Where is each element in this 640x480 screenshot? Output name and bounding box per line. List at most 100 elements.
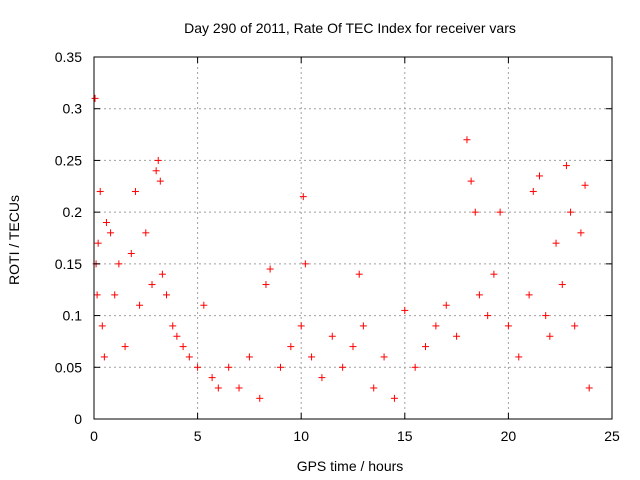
data-point [225,363,233,371]
data-point [136,301,144,309]
data-point [496,208,504,216]
y-tick-label: 0.35 [55,49,82,65]
data-point [577,229,585,237]
data-point [287,343,295,351]
data-point [359,322,367,330]
data-point [490,270,498,278]
data-point [98,322,106,330]
data-point [567,208,575,216]
data-point [245,353,253,361]
data-point [546,332,554,340]
x-tick-label: 0 [90,428,98,444]
data-point [266,265,274,273]
data-point [256,394,264,402]
data-point [121,343,129,351]
x-tick-label: 10 [293,428,309,444]
data-point [529,187,537,195]
data-point [185,353,193,361]
y-tick-label: 0.2 [63,204,83,220]
data-point [467,177,475,185]
data-point [200,301,208,309]
data-point [355,270,363,278]
data-point [401,306,409,314]
data-point [156,177,164,185]
data-point [339,363,347,371]
grid-lines [94,57,612,419]
data-point [585,384,593,392]
data-point [558,281,566,289]
data-point [475,291,483,299]
data-point [163,291,171,299]
data-point [158,270,166,278]
data-point [208,374,216,382]
y-tick-label: 0.25 [55,152,82,168]
y-tick-label: 0.3 [63,101,83,117]
data-points [91,94,593,402]
data-point [432,322,440,330]
data-point [411,363,419,371]
data-point [276,363,284,371]
y-tick-label: 0.15 [55,256,82,272]
data-point [262,281,270,289]
data-point [390,394,398,402]
y-axis-label: ROTI / TECUs [6,195,22,285]
data-point [100,353,108,361]
data-point [179,343,187,351]
data-point [308,353,316,361]
data-point [471,208,479,216]
data-point [94,239,102,247]
data-point [562,162,570,170]
data-point [571,322,579,330]
data-point [93,291,101,299]
data-point [552,239,560,247]
data-point [214,384,222,392]
chart-title: Day 290 of 2011, Rate Of TEC Index for r… [184,20,516,36]
data-point [542,312,550,320]
plot-frame [93,56,613,420]
x-axis-label: GPS time / hours [297,458,404,474]
y-tick-label: 0.05 [55,359,82,375]
data-point [102,218,110,226]
data-point [127,250,135,258]
data-point [349,343,357,351]
data-point [581,181,589,189]
data-point [173,332,181,340]
data-point [484,312,492,320]
tick-labels: 0 5 10 15 20 25 0 0.05 0.1 0.15 0.2 0.25 0.3 0.35 [55,49,620,444]
data-point [504,322,512,330]
data-point [107,229,115,237]
data-point [111,291,119,299]
x-tick-label: 25 [604,428,620,444]
data-point [453,332,461,340]
data-point [422,343,430,351]
x-tick-label: 15 [397,428,413,444]
data-point [142,229,150,237]
data-point [96,187,104,195]
data-point [299,193,307,201]
y-tick-label: 0 [74,411,82,427]
data-point [525,291,533,299]
data-point [131,187,139,195]
y-tick-label: 0.1 [63,308,83,324]
x-tick-label: 20 [501,428,517,444]
x-tick-label: 5 [194,428,202,444]
data-point [535,172,543,180]
data-point [318,374,326,382]
data-point [194,363,202,371]
data-point [169,322,177,330]
data-point [442,301,450,309]
data-point [154,156,162,164]
data-point [515,353,523,361]
data-point [301,260,309,268]
data-point [235,384,243,392]
data-point [152,167,160,175]
data-point [463,136,471,144]
data-point [370,384,378,392]
axis-ticks [93,56,613,420]
data-point [115,260,123,268]
data-point [148,281,156,289]
data-point [91,94,99,102]
data-point [297,322,305,330]
data-point [380,353,388,361]
